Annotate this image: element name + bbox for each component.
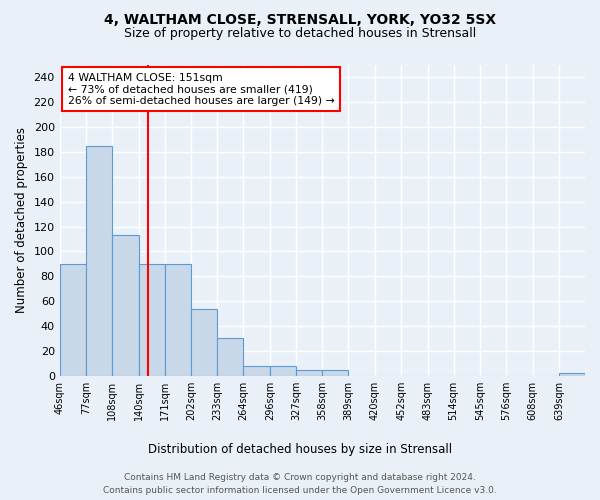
Y-axis label: Number of detached properties: Number of detached properties	[15, 128, 28, 314]
Text: Distribution of detached houses by size in Strensall: Distribution of detached houses by size …	[148, 442, 452, 456]
Bar	[322, 370, 349, 376]
Bar	[86, 146, 112, 376]
Bar	[112, 236, 139, 376]
Bar	[191, 308, 217, 376]
Text: Size of property relative to detached houses in Strensall: Size of property relative to detached ho…	[124, 28, 476, 40]
Bar	[243, 366, 270, 376]
Text: 4 WALTHAM CLOSE: 151sqm
← 73% of detached houses are smaller (419)
26% of semi-d: 4 WALTHAM CLOSE: 151sqm ← 73% of detache…	[68, 73, 334, 106]
Bar	[217, 338, 243, 376]
Bar	[270, 366, 296, 376]
Bar	[139, 264, 165, 376]
Text: Contains public sector information licensed under the Open Government Licence v3: Contains public sector information licen…	[103, 486, 497, 495]
Text: Contains HM Land Registry data © Crown copyright and database right 2024.: Contains HM Land Registry data © Crown c…	[124, 472, 476, 482]
Bar	[59, 264, 86, 376]
Bar	[559, 374, 585, 376]
Bar	[296, 370, 322, 376]
Bar	[165, 264, 191, 376]
Text: 4, WALTHAM CLOSE, STRENSALL, YORK, YO32 5SX: 4, WALTHAM CLOSE, STRENSALL, YORK, YO32 …	[104, 12, 496, 26]
